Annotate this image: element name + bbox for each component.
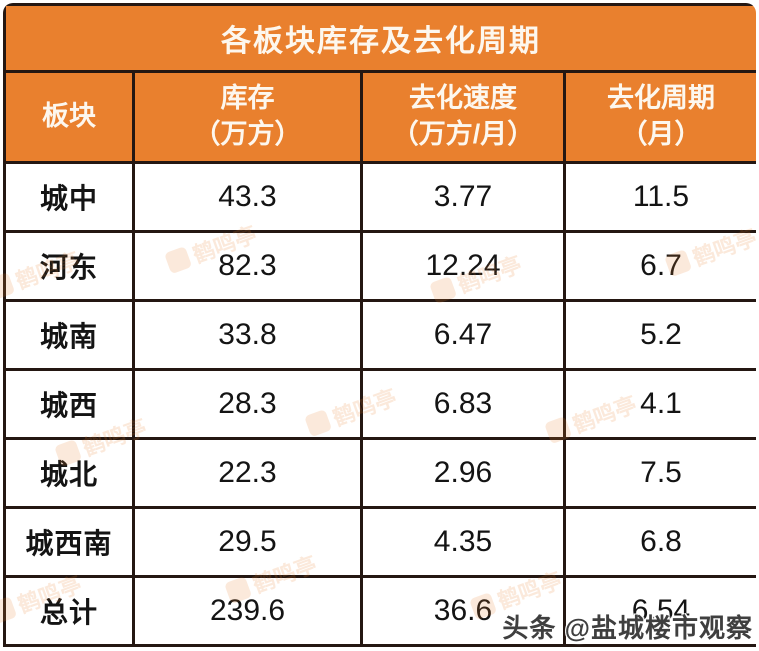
column-header-absorption-rate: 去化速度 （万方/月） bbox=[360, 70, 566, 164]
absorption-rate-value: 6.47 bbox=[360, 299, 566, 371]
column-header-unit: （月） bbox=[620, 119, 702, 149]
absorption-cycle-total-value: 6.54 bbox=[563, 575, 756, 647]
column-header-label: 去化速度 bbox=[409, 83, 517, 114]
inventory-value: 33.8 bbox=[132, 299, 363, 371]
absorption-rate-value: 6.83 bbox=[360, 368, 566, 440]
title-row: 各板块库存及去化周期 bbox=[3, 3, 756, 73]
table-row: 城南 33.8 6.47 5.2 bbox=[3, 299, 756, 371]
table-row: 河东 82.3 12.24 6.7 bbox=[3, 230, 756, 302]
absorption-cycle-value: 4.1 bbox=[563, 368, 756, 440]
inventory-total-value: 239.6 bbox=[132, 575, 363, 647]
column-header-unit: （万方） bbox=[193, 119, 302, 149]
column-header-absorption-cycle: 去化周期 （月） bbox=[563, 70, 756, 164]
column-header-label: 去化周期 bbox=[607, 83, 715, 114]
absorption-cycle-value: 6.8 bbox=[563, 506, 756, 578]
absorption-rate-value: 2.96 bbox=[360, 437, 566, 509]
column-header-unit: （万方/月） bbox=[391, 119, 535, 149]
inventory-value: 43.3 bbox=[132, 161, 363, 233]
absorption-cycle-value: 7.5 bbox=[563, 437, 756, 509]
table-row: 城西 28.3 6.83 4.1 bbox=[3, 368, 756, 440]
table-row: 城中 43.3 3.77 11.5 bbox=[3, 161, 756, 233]
inventory-table: 各板块库存及去化周期 板块 库存 （万方） 去化速度 （万方/月） 去化周期 （月） bbox=[3, 3, 756, 647]
row-label: 城南 bbox=[3, 299, 135, 371]
column-header-sector: 板块 bbox=[3, 70, 135, 164]
absorption-rate-total-value: 36.6 bbox=[360, 575, 566, 647]
column-header-label: 板块 bbox=[42, 101, 96, 132]
inventory-value: 28.3 bbox=[132, 368, 363, 440]
inventory-table-wrapper: 各板块库存及去化周期 板块 库存 （万方） 去化速度 （万方/月） 去化周期 （月） bbox=[3, 3, 756, 647]
absorption-rate-value: 12.24 bbox=[360, 230, 566, 302]
table-title: 各板块库存及去化周期 bbox=[3, 3, 756, 73]
column-header-label: 库存 bbox=[220, 83, 275, 114]
header-row: 板块 库存 （万方） 去化速度 （万方/月） 去化周期 （月） bbox=[3, 70, 756, 164]
table-row: 城北 22.3 2.96 7.5 bbox=[3, 437, 756, 509]
absorption-cycle-value: 6.7 bbox=[563, 230, 756, 302]
row-label: 城西 bbox=[3, 368, 135, 440]
inventory-value: 22.3 bbox=[132, 437, 363, 509]
row-label-total: 总计 bbox=[3, 575, 135, 647]
row-label: 城中 bbox=[3, 161, 135, 233]
absorption-cycle-value: 5.2 bbox=[563, 299, 756, 371]
inventory-value: 82.3 bbox=[132, 230, 363, 302]
table-row: 城西南 29.5 4.35 6.8 bbox=[3, 506, 756, 578]
inventory-value: 29.5 bbox=[132, 506, 363, 578]
absorption-rate-value: 3.77 bbox=[360, 161, 566, 233]
row-label: 城西南 bbox=[3, 506, 135, 578]
absorption-cycle-value: 11.5 bbox=[563, 161, 756, 233]
row-label: 城北 bbox=[3, 437, 135, 509]
row-label: 河东 bbox=[3, 230, 135, 302]
absorption-rate-value: 4.35 bbox=[360, 506, 566, 578]
column-header-inventory: 库存 （万方） bbox=[132, 70, 363, 164]
table-row-total: 总计 239.6 36.6 6.54 bbox=[3, 575, 756, 647]
